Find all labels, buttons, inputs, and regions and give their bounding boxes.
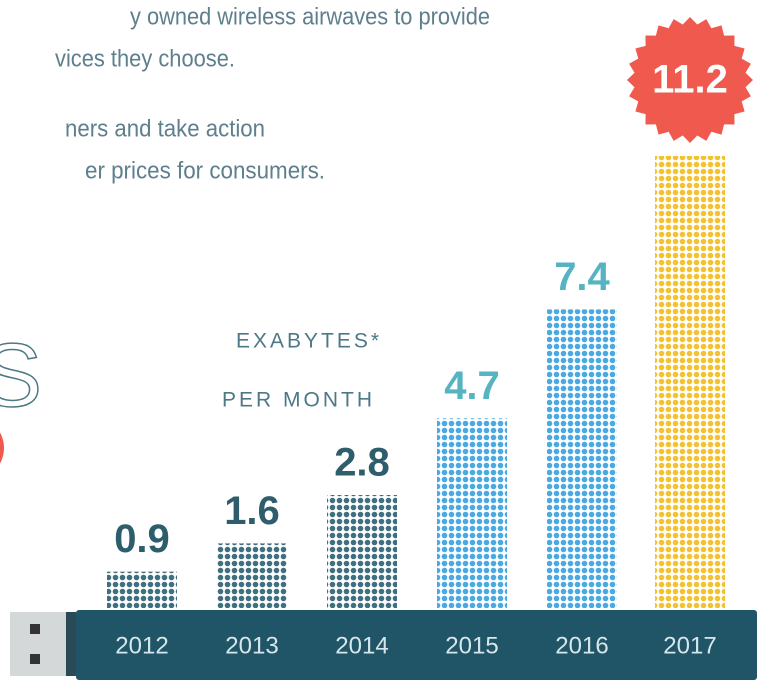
usb-plug <box>10 612 66 676</box>
value-label: 11.2 <box>652 58 728 102</box>
usb-pin <box>30 624 40 634</box>
year-label: 2013 <box>225 632 278 659</box>
bar <box>107 571 177 608</box>
heading-fragment: S <box>0 326 42 426</box>
decor-circle <box>0 432 4 464</box>
value-label: 7.4 <box>554 255 610 299</box>
year-label: 2012 <box>115 632 168 659</box>
value-label: 4.7 <box>444 364 500 408</box>
usb-pin <box>30 654 40 664</box>
value-badge <box>627 17 753 143</box>
bar <box>327 495 397 608</box>
bar <box>437 418 507 608</box>
year-label: 2015 <box>445 632 498 659</box>
usb-neck <box>66 612 76 676</box>
base-band <box>76 610 757 680</box>
value-label: 2.8 <box>334 441 390 485</box>
year-label: 2016 <box>555 632 608 659</box>
paragraph-line: ners and take action <box>65 115 265 142</box>
value-label: 0.9 <box>114 517 170 561</box>
paragraph-line: vices they choose. <box>55 45 235 72</box>
year-label: 2014 <box>335 632 388 659</box>
bar <box>655 156 725 608</box>
unit-label: PER MONTH <box>222 389 375 412</box>
paragraph-line: y owned wireless airwaves to provide <box>130 3 490 30</box>
bar <box>547 309 617 608</box>
value-label: 1.6 <box>224 489 280 533</box>
bar <box>217 543 287 608</box>
year-label: 2017 <box>663 632 716 659</box>
paragraph-line: er prices for consumers. <box>85 157 325 184</box>
unit-label: EXABYTES* <box>236 330 382 353</box>
